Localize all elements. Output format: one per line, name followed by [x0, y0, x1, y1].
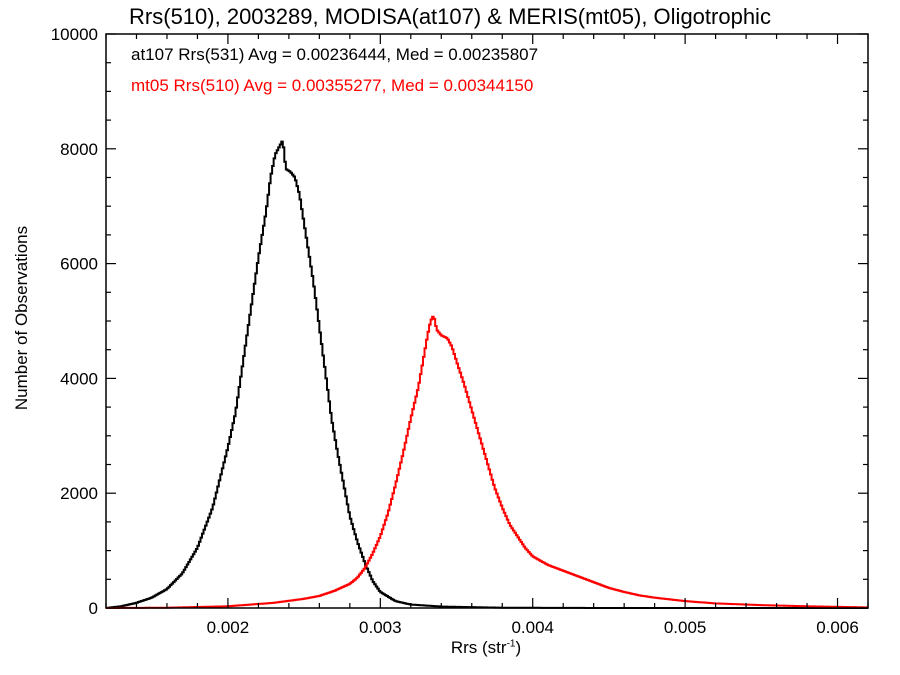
annotation-meris: mt05 Rrs(510) Avg = 0.00355277, Med = 0.… — [131, 76, 534, 95]
series-layer — [106, 140, 868, 609]
x-tick-label: 0.003 — [359, 618, 402, 637]
y-axis-label: Number of Observations — [12, 225, 31, 411]
axis-layer: 0.002 0.003 0.004 0.005 0.006 0 2000 4000 6000 80… — [51, 25, 869, 637]
x-axis-label-close: ) — [515, 638, 522, 657]
x-tick-label: 0.004 — [511, 618, 554, 637]
y-tick-label: 8000 — [60, 140, 98, 159]
series-meris-mt05 — [106, 315, 868, 609]
x-axis-label: Rrs (str-1) — [0, 638, 900, 658]
y-tick-label: 6000 — [60, 255, 98, 274]
annotation-modis: at107 Rrs(531) Avg = 0.00236444, Med = 0… — [131, 45, 539, 64]
y-tick-label: 10000 — [51, 25, 98, 44]
y-tick-label: 0 — [89, 599, 98, 618]
x-axis-label-exponent: -1 — [506, 638, 516, 650]
x-tick-label: 0.005 — [664, 618, 707, 637]
chart-title: Rrs(510), 2003289, MODISA(at107) & MERIS… — [129, 4, 771, 29]
x-axis-label-text: Rrs (str — [450, 638, 507, 657]
y-tick-label: 4000 — [60, 369, 98, 388]
x-tick-label: 0.002 — [207, 618, 250, 637]
x-tick-label: 0.006 — [816, 618, 859, 637]
y-tick-label: 2000 — [60, 484, 98, 503]
series-modis-at107 — [106, 140, 868, 609]
plot-frame — [105, 33, 869, 609]
